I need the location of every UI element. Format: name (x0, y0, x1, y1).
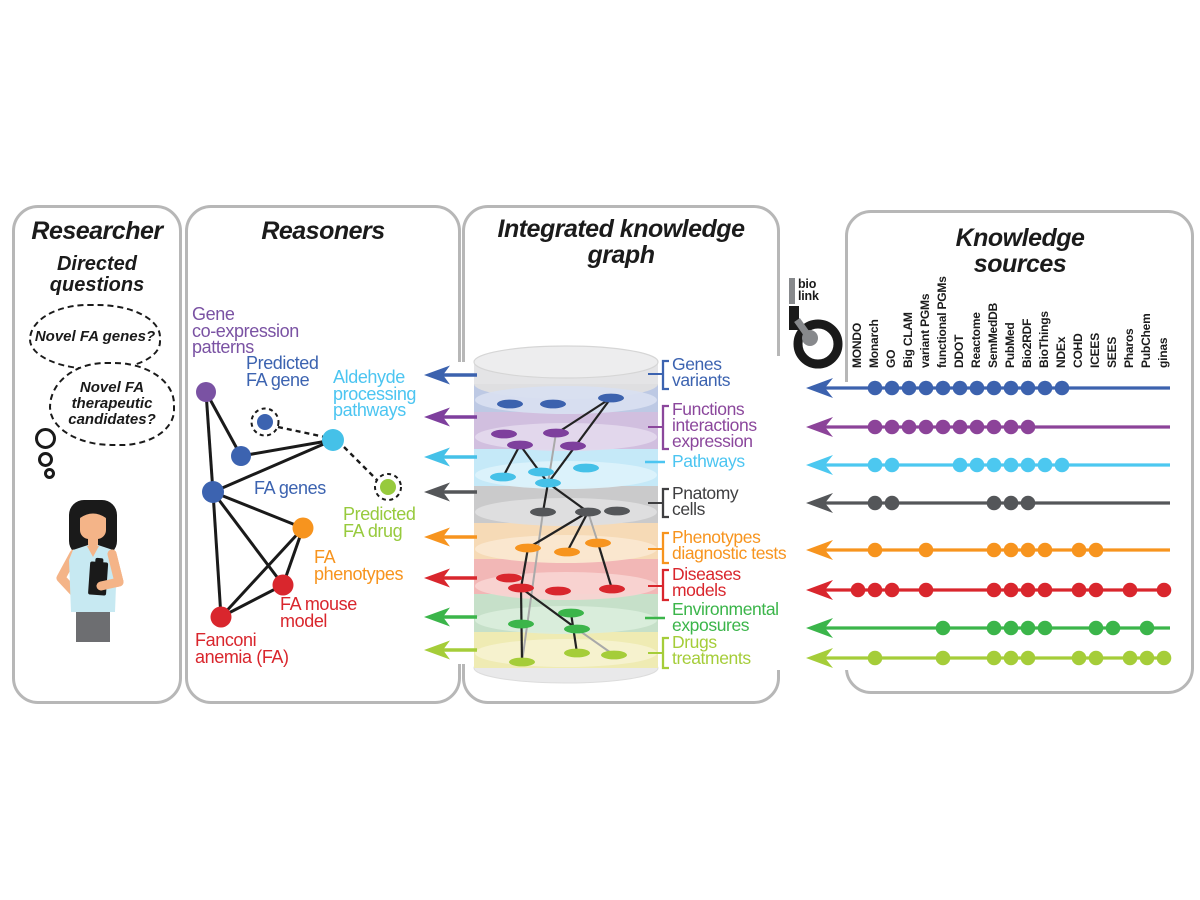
researcher-title: Researcher (31, 217, 163, 245)
knowledge-sources-title: Knowledge sources (955, 224, 1085, 278)
thought-trail-dot (35, 428, 56, 449)
directed-questions-label: Directed questions (49, 253, 145, 296)
person-face (80, 510, 106, 539)
biolink-logo-gray-node (802, 330, 818, 346)
reasoners-title: Reasoners (261, 217, 385, 245)
source-row-arrowhead-anatomy-cells (806, 493, 833, 513)
researcher-person-illustration (56, 500, 124, 642)
thought-bubble-novel-fa-therapeutic: Novel FA therapeutic candidates? (49, 362, 175, 446)
person-bangs (80, 507, 106, 518)
biolink-logo-bar (789, 278, 795, 304)
person-clipboard (88, 557, 109, 596)
person-skirt (76, 612, 110, 642)
biolink-logo-text: bio link (798, 277, 819, 303)
source-row-arrowhead-genes-variants (806, 378, 833, 398)
person-right-upper-arm (107, 549, 124, 587)
biolink-logo-line2: link (798, 288, 819, 303)
source-row-arrowhead-environmental-exposures (806, 618, 833, 638)
biolink-logo-ring (793, 319, 843, 369)
person-vneck (87, 546, 99, 557)
thought-trail-dot (38, 452, 53, 467)
thought-trail-dot (44, 468, 55, 479)
source-row-arrowhead-pathways (806, 455, 833, 475)
panel-integrated-knowledge-graph: Integrated knowledge graph (462, 205, 780, 704)
thought-bubble-novel-fa-genes: Novel FA genes? (29, 304, 161, 370)
panel-reasoners: Reasoners (185, 205, 461, 704)
source-row-arrowhead-diseases-models (806, 580, 833, 600)
integrated-knowledge-graph-title: Integrated knowledge graph (497, 215, 745, 269)
source-row-arrowhead-drugs-treatments (806, 648, 833, 668)
source-row-arrowhead-functions-interactions-expression (806, 417, 833, 437)
biolink-logo-gray-edge (794, 317, 812, 340)
biolink-logo-line1: bio (798, 277, 817, 291)
panel-researcher: Researcher Directed questions Novel FA g… (12, 205, 182, 704)
person-hand (96, 577, 124, 591)
person-neck (88, 535, 98, 546)
panel-knowledge-sources: Knowledge sources (845, 210, 1194, 694)
biolink-logo-stem (789, 306, 799, 330)
source-row-arrowhead-phenotypes-diagnostic-tests (806, 540, 833, 560)
